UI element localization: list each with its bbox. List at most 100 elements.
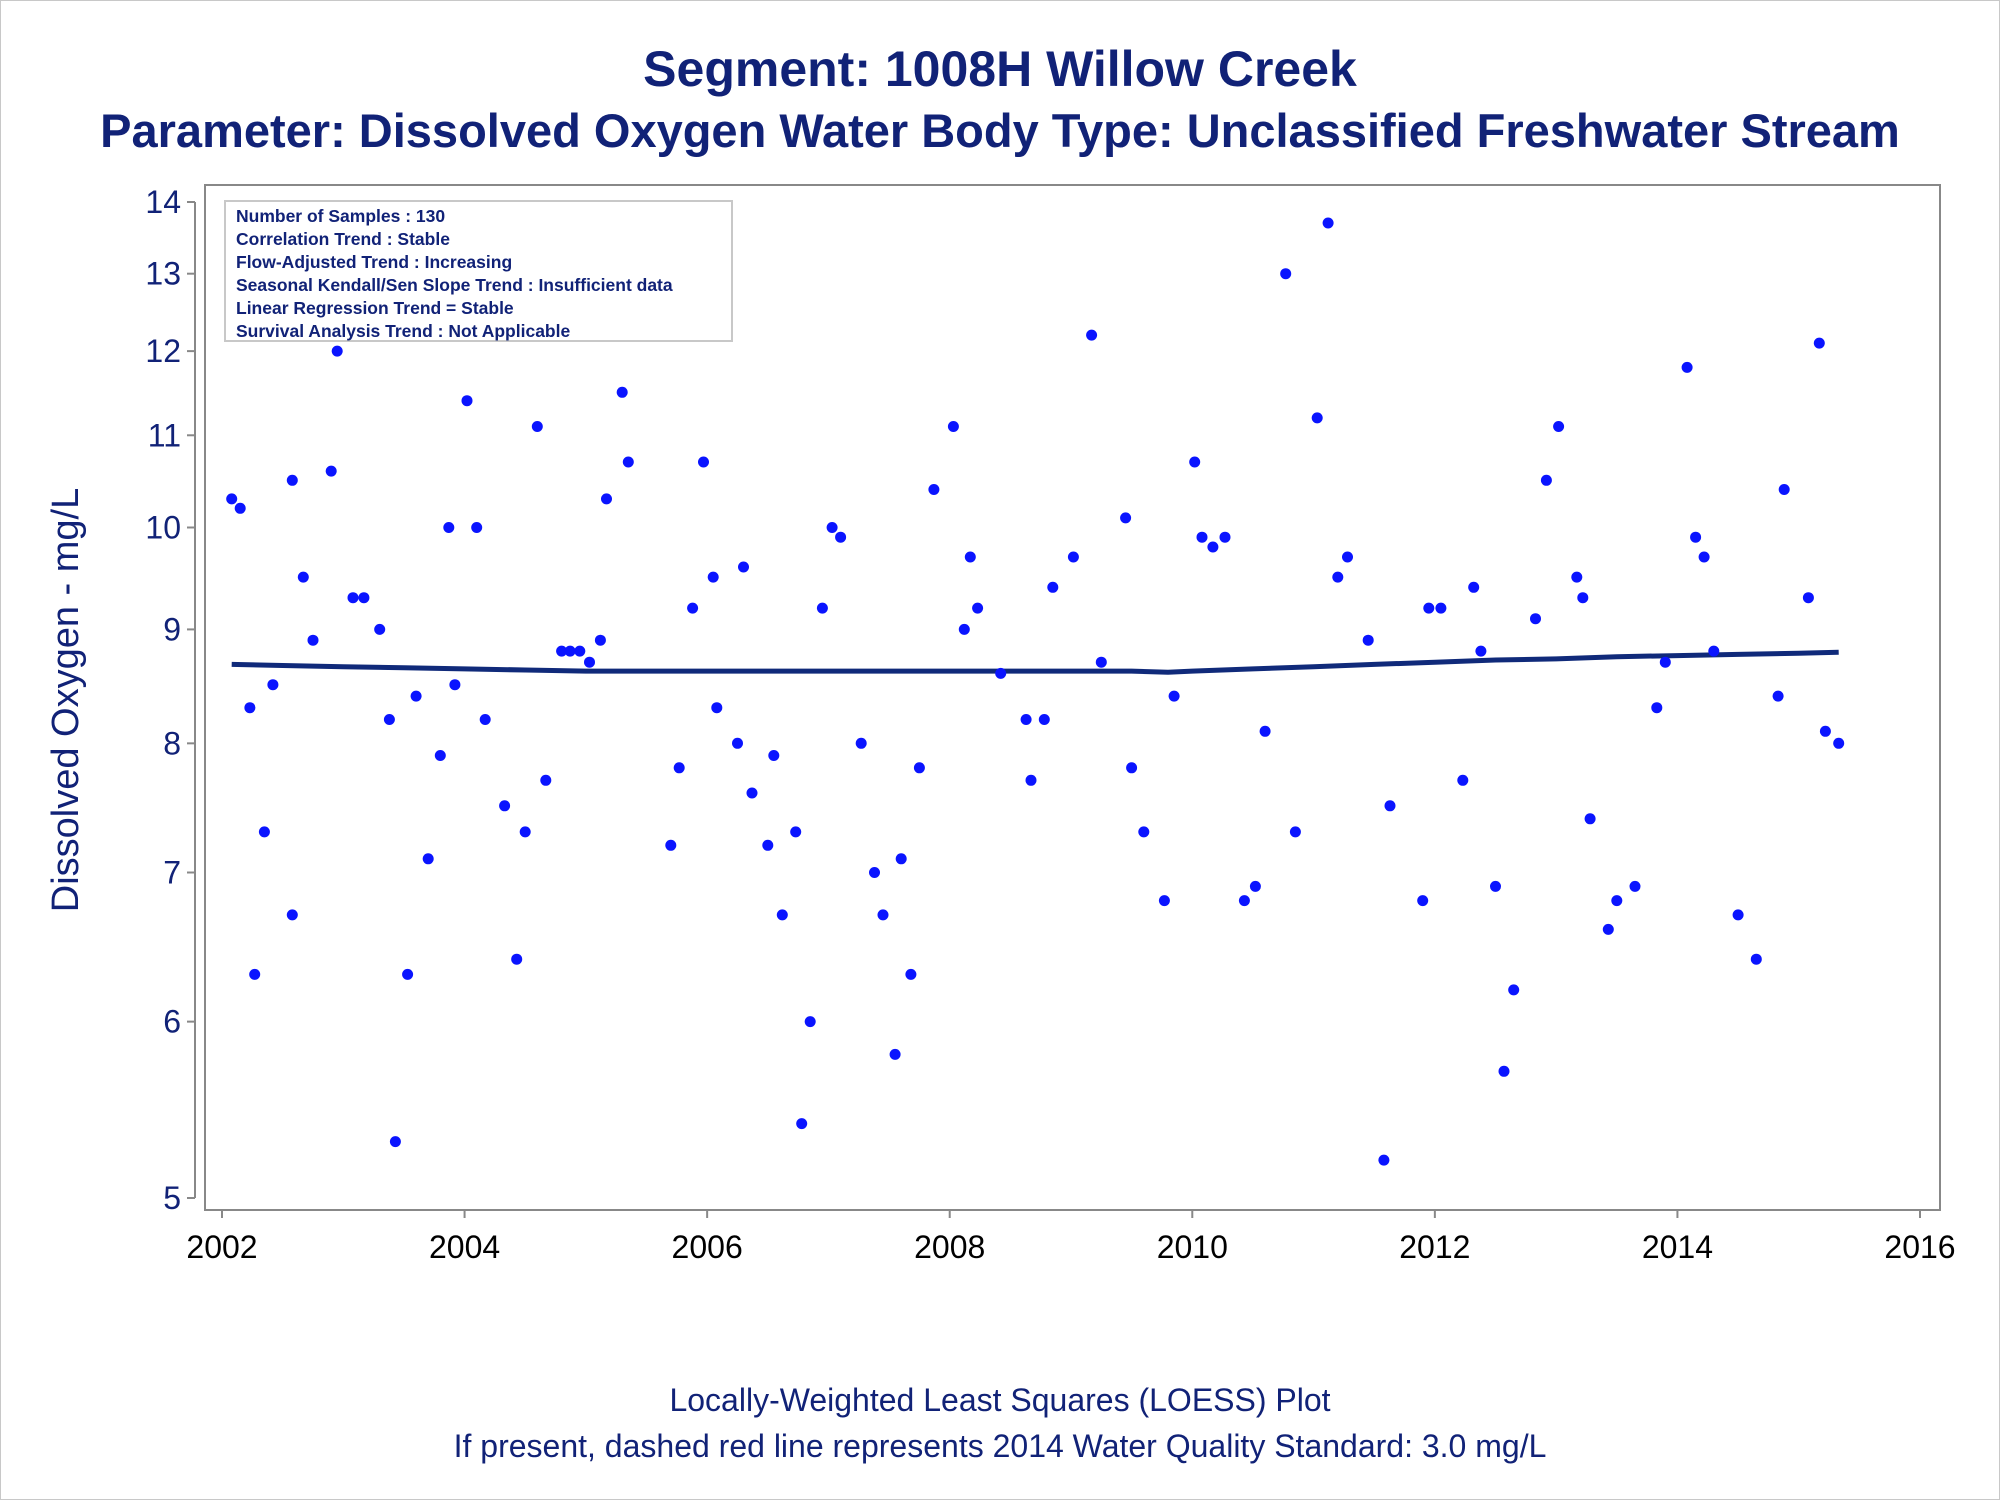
data-point [790, 826, 802, 838]
data-point [947, 421, 959, 432]
y-axis-label: Dissolved Oxygen - mg/L [45, 488, 87, 913]
data-point [1020, 714, 1032, 725]
data-point [1508, 984, 1520, 996]
data-point [816, 602, 828, 614]
data-point [389, 1136, 401, 1148]
data-point [249, 968, 261, 980]
data-point [964, 551, 976, 563]
data-point [1681, 361, 1693, 373]
data-point [905, 968, 917, 980]
data-point [687, 602, 699, 614]
data-point [574, 645, 586, 657]
data-point [1833, 737, 1845, 749]
footnote-loess: Locally-Weighted Least Squares (LOESS) P… [669, 1382, 1331, 1418]
y-tick-label: 11 [148, 417, 181, 453]
info-box-line: Correlation Trend : Stable [236, 229, 450, 249]
data-point [286, 909, 298, 921]
data-point [1698, 551, 1710, 563]
points-layer [226, 217, 1845, 1166]
chart-subtitle: Parameter: Dissolved Oxygen Water Body T… [100, 104, 1900, 157]
data-point [1778, 484, 1790, 495]
data-point [331, 345, 343, 357]
data-point [1553, 421, 1565, 432]
plot-border [204, 184, 1941, 1211]
y-tick-label: 7 [163, 855, 181, 891]
data-point [889, 1048, 901, 1060]
data-point [1289, 826, 1301, 838]
data-point [374, 623, 386, 635]
x-tick-label: 2014 [1642, 1229, 1713, 1265]
x-tick-label: 2008 [914, 1229, 985, 1265]
footnote-standard: If present, dashed red line represents 2… [453, 1428, 1547, 1464]
data-point [776, 909, 788, 921]
data-point [1138, 826, 1150, 838]
data-point [1498, 1065, 1510, 1077]
info-box-line: Survival Analysis Trend : Not Applicable [236, 321, 570, 341]
data-point [711, 702, 723, 714]
data-point [461, 395, 473, 407]
data-point [1708, 645, 1720, 657]
data-point [958, 623, 970, 635]
data-point [325, 465, 337, 477]
data-point [226, 493, 238, 505]
data-point [1259, 725, 1271, 737]
axes: 5 6 7 8 9 10 11 12 13 14 2002 2004 2006 2008 2010 2012 2… [45, 184, 1956, 1265]
data-point [1362, 634, 1374, 646]
data-point [1322, 217, 1334, 229]
data-point [972, 602, 984, 614]
data-point [804, 1016, 816, 1028]
data-point [673, 762, 685, 774]
data-point [531, 421, 543, 432]
data-point [1468, 581, 1480, 593]
data-point [1189, 456, 1201, 468]
data-point [584, 656, 595, 668]
data-point [1025, 774, 1037, 786]
data-point [665, 839, 677, 851]
loess-layer [231, 649, 1839, 675]
data-point [1659, 656, 1671, 668]
data-point [913, 762, 925, 774]
data-point [877, 909, 889, 921]
data-point [1540, 474, 1552, 486]
data-point [1038, 714, 1050, 725]
data-point [422, 853, 434, 865]
data-point [698, 456, 709, 468]
data-point [540, 774, 552, 786]
data-point [234, 502, 246, 514]
data-point [1651, 702, 1663, 714]
data-point [1577, 592, 1589, 604]
data-point [297, 571, 309, 583]
x-tick-label: 2002 [186, 1229, 257, 1265]
data-point [564, 645, 576, 657]
data-point [1168, 690, 1180, 702]
data-point [1378, 1154, 1390, 1166]
data-point [1311, 412, 1323, 424]
y-tick-label: 5 [163, 1180, 181, 1216]
data-point [826, 522, 838, 533]
info-box-line: Number of Samples : 130 [236, 206, 445, 226]
data-point [519, 826, 531, 838]
data-point [1126, 762, 1138, 774]
data-point [499, 800, 511, 812]
data-point [1629, 880, 1641, 892]
info-box-line: Seasonal Kendall/Sen Slope Trend : Insuf… [236, 275, 673, 295]
data-point [1086, 329, 1098, 341]
data-point [1280, 268, 1292, 280]
data-point [307, 634, 319, 646]
data-point [286, 474, 298, 486]
data-point [1750, 953, 1762, 965]
data-point [762, 839, 774, 851]
data-point [358, 592, 370, 604]
data-point [928, 484, 940, 495]
data-point [707, 571, 719, 583]
info-box-line: Flow-Adjusted Trend : Increasing [236, 252, 512, 272]
data-point [1207, 541, 1219, 553]
data-point [1332, 571, 1344, 583]
data-point [471, 522, 483, 533]
data-point [244, 702, 256, 714]
data-point [1120, 512, 1132, 524]
data-point [746, 787, 758, 799]
data-point [479, 714, 491, 725]
y-tick-label: 14 [145, 184, 181, 220]
